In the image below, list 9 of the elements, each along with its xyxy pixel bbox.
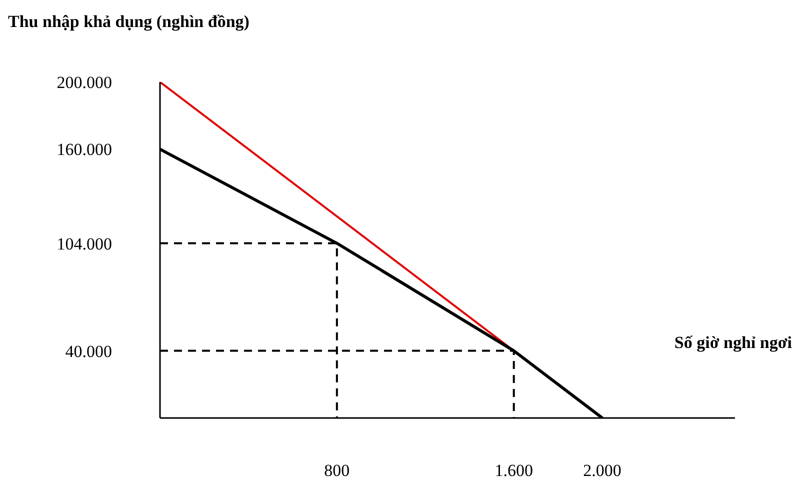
y-tick-label: 104.000	[56, 234, 112, 254]
y-tick-label: 200.000	[56, 73, 112, 92]
x-axis-title: Số giờ nghỉ ngơi	[674, 333, 792, 353]
x-tick-label: 2.000	[583, 461, 622, 480]
y-axis-title: Thu nhập khả dụng (nghìn đồng)	[8, 12, 250, 32]
x-tick-label: 800	[324, 461, 350, 480]
x-tick-label: 1.600	[494, 461, 533, 480]
y-tick-label: 160.000	[56, 140, 112, 160]
y-tick-label: 40.000	[65, 342, 112, 361]
